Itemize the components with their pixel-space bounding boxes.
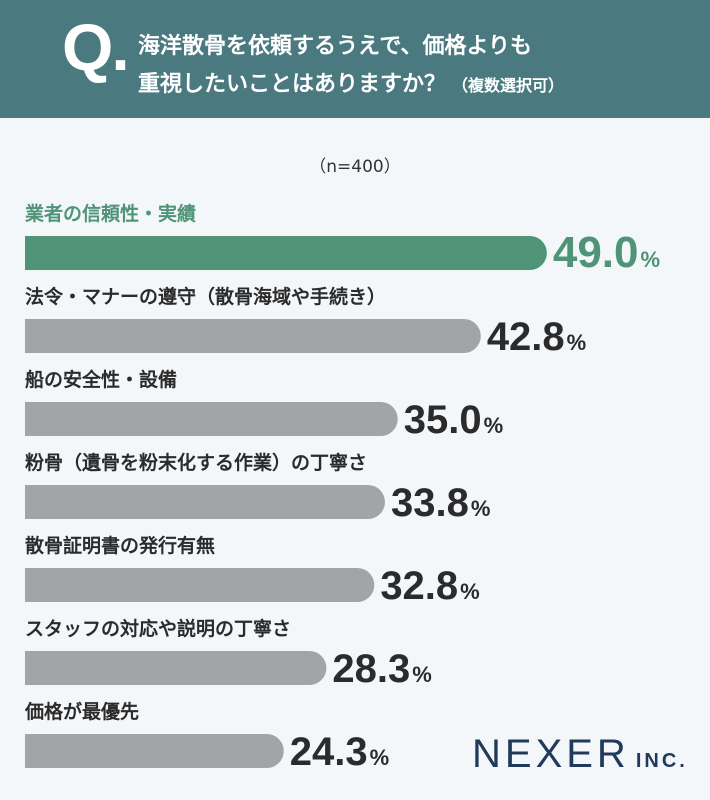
value-label: 24.3% <box>290 730 389 774</box>
nexer-logo: NEXER INC. <box>472 732 688 777</box>
bar-left-cap <box>25 568 42 602</box>
value-label: 32.8% <box>380 564 479 608</box>
bar-label: 散骨証明書の発行有無 <box>25 534 215 557</box>
bar <box>25 402 398 436</box>
bar-left-cap <box>25 319 42 353</box>
value-label: 33.8% <box>391 481 490 525</box>
bar-left-cap <box>25 236 42 270</box>
bar-left-cap <box>25 651 42 685</box>
bar-left-cap <box>25 734 42 768</box>
bar <box>25 319 481 353</box>
question-header: Q. 海洋散骨を依頼するうえで、価格よりも 重視したいことはありますか？ （複数選… <box>0 0 710 118</box>
logo-sub: INC. <box>635 750 688 772</box>
bar-label: 価格が最優先 <box>24 700 139 723</box>
value-label: 49.0% <box>553 228 660 277</box>
bar-label: 粉骨（遺骨を粉末化する作業）の丁寧さ <box>25 451 367 474</box>
value-label: 35.0% <box>404 398 503 442</box>
value-label: 42.8% <box>487 315 586 359</box>
question-line-1: 海洋散骨を依頼するうえで、価格よりも <box>138 34 533 59</box>
value-label: 28.3% <box>332 647 431 691</box>
bar-label: 船の安全性・設備 <box>25 368 177 391</box>
question-line-2: 重視したいことはありますか？ （複数選択可） <box>138 66 564 98</box>
bar-label: 法令・マナーの遵守（散骨海域や手続き） <box>25 285 386 308</box>
bar-label: 業者の信頼性・実績 <box>24 202 196 225</box>
bar <box>25 734 284 768</box>
bar-left-cap <box>25 402 42 436</box>
bar <box>25 568 375 602</box>
question-note: （複数選択可） <box>452 76 565 95</box>
question-mark: Q. <box>62 10 130 84</box>
bar <box>25 651 327 685</box>
bar <box>25 485 385 519</box>
question-line-2-text: 重視したいことはありますか？ <box>138 72 447 97</box>
sample-size: （n=400） <box>309 157 401 177</box>
bar-label: スタッフの対応や説明の丁寧さ <box>25 617 291 640</box>
bar <box>25 236 547 270</box>
bar-left-cap <box>25 485 42 519</box>
logo-main: NEXER <box>472 732 630 776</box>
